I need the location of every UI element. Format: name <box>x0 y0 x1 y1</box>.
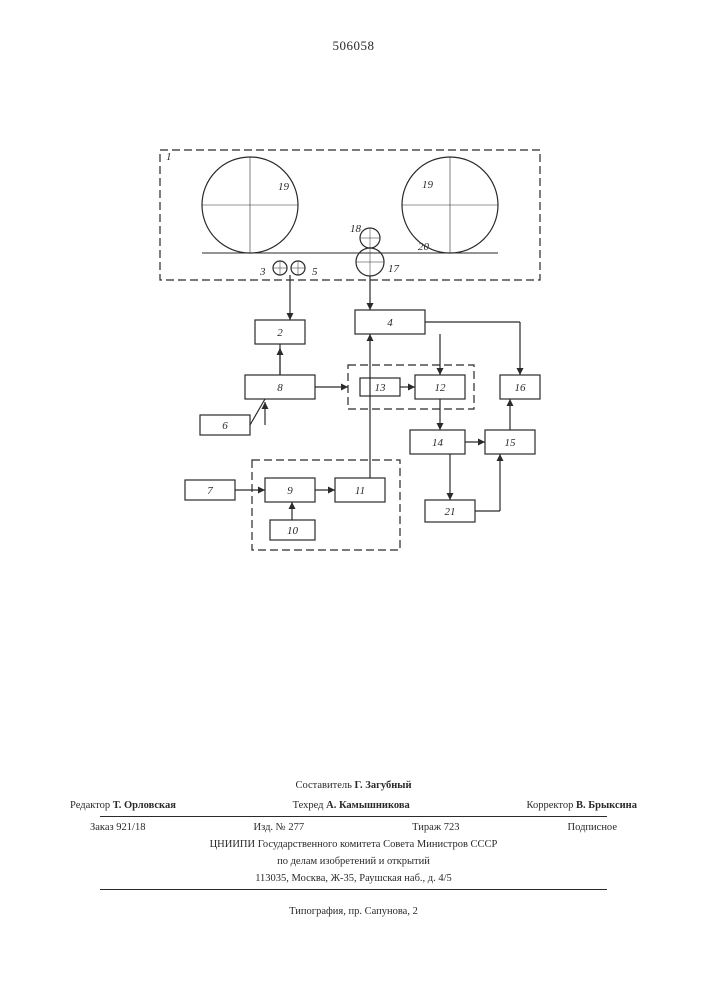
typography-line: Типография, пр. Сапунова, 2 <box>0 904 707 920</box>
compositor-label: Составитель <box>295 780 351 791</box>
techred: Техред А. Камышникова <box>293 798 410 814</box>
institution-line-3: 113035, Москва, Ж-35, Раушская наб., д. … <box>0 871 707 887</box>
compositor-name: Г. Загубный <box>355 780 412 791</box>
institution-line-2: по делам изобретений и открытий <box>0 854 707 870</box>
svg-text:20: 20 <box>418 241 430 253</box>
svg-text:21: 21 <box>445 506 456 518</box>
svg-text:19: 19 <box>422 179 434 191</box>
rule <box>100 816 607 817</box>
svg-text:9: 9 <box>287 485 293 497</box>
corrector: Корректор В. Брыксина <box>527 798 637 814</box>
order-no: Заказ 921/18 <box>90 820 145 836</box>
svg-text:10: 10 <box>287 525 299 537</box>
svg-text:12: 12 <box>435 382 447 394</box>
imprint-footer: Составитель Г. Загубный Редактор Т. Орло… <box>0 778 707 920</box>
rule <box>100 889 607 890</box>
page-number: 506058 <box>333 38 375 54</box>
tirazh: Тираж 723 <box>412 820 459 836</box>
svg-text:11: 11 <box>355 485 365 497</box>
svg-text:2: 2 <box>277 327 283 339</box>
svg-text:7: 7 <box>207 485 213 497</box>
svg-text:14: 14 <box>432 437 444 449</box>
svg-text:15: 15 <box>505 437 517 449</box>
svg-text:17: 17 <box>388 263 400 275</box>
svg-text:8: 8 <box>277 382 283 394</box>
svg-text:18: 18 <box>350 223 362 235</box>
izd-no: Изд. № 277 <box>254 820 305 836</box>
svg-text:16: 16 <box>515 382 527 394</box>
svg-text:5: 5 <box>312 266 318 278</box>
svg-text:13: 13 <box>375 382 387 394</box>
svg-text:4: 4 <box>387 317 393 329</box>
svg-text:19: 19 <box>278 181 290 193</box>
svg-text:1: 1 <box>166 151 172 163</box>
editor: Редактор Т. Орловская <box>70 798 176 814</box>
svg-text:6: 6 <box>222 420 228 432</box>
podpisnoe: Подписное <box>568 820 617 836</box>
block-diagram: 1 19 19 3 5 18 17 20 2 4 8 6 12 13 16 14 15 7 9 11 10 21 <box>140 140 560 700</box>
svg-text:3: 3 <box>259 266 266 278</box>
institution-line-1: ЦНИИПИ Государственного комитета Совета … <box>0 837 707 853</box>
